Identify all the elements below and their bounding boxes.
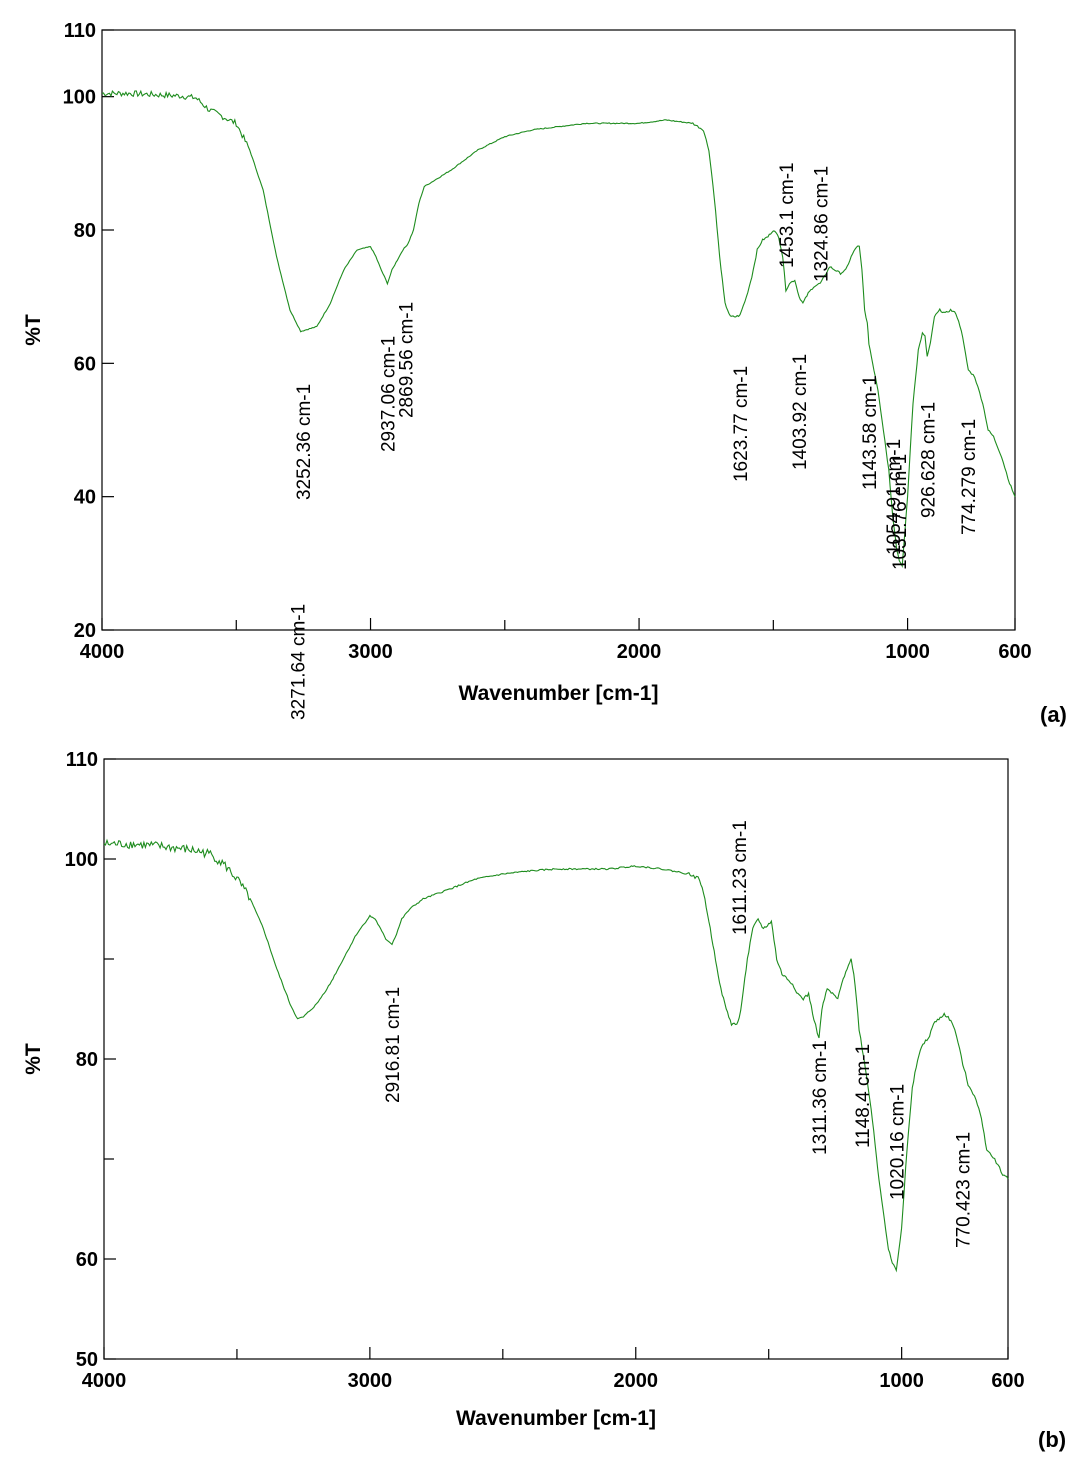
x-tick-label: 3000: [348, 1370, 393, 1392]
y-tick-label: 20: [74, 620, 96, 642]
y-tick-label: 40: [74, 487, 96, 509]
peak-label: 1020.16 cm-1: [887, 1084, 908, 1200]
peak-label: 3252.36 cm-1: [294, 384, 315, 500]
peak-label: 926.628 cm-1: [918, 402, 939, 518]
y-tick-label: 80: [74, 220, 96, 242]
x-tick-label: 600: [998, 641, 1031, 663]
panel-b: 4000 3000 2000 1000 600 50 60 80 100 110 Wavenumbe…: [22, 604, 1066, 1452]
peak-label: 2869.56 cm-1: [397, 302, 418, 418]
peak-label: 770.423 cm-1: [954, 1132, 975, 1248]
peak-label: 774.279 cm-1: [959, 419, 980, 535]
x-tick-label: 2000: [614, 1370, 659, 1392]
x-tick-label: 1000: [879, 1370, 924, 1392]
peak-label: 1031.76 cm-1: [890, 454, 911, 570]
x-tick-label: 2000: [617, 641, 662, 663]
y-tick-label: 50: [76, 1349, 98, 1371]
y-tick-label: 110: [66, 749, 98, 771]
x-tick-label: 600: [991, 1370, 1024, 1392]
y-tick-label: 110: [64, 20, 96, 42]
peak-label: 3271.64 cm-1: [289, 604, 310, 720]
peak-label: 1143.58 cm-1: [860, 375, 881, 490]
spectrum-line: [101, 89, 1016, 568]
peak-label: 1148.4 cm-1: [853, 1044, 874, 1148]
y-tick-label: 100: [63, 87, 96, 109]
peak-label: 1453.1 cm-1: [777, 162, 798, 268]
spectrum-line: [103, 838, 1009, 1273]
peak-label: 1623.77 cm-1: [731, 366, 752, 482]
x-tick-label: 4000: [82, 1370, 127, 1392]
x-axis-label: Wavenumber [cm-1]: [459, 682, 659, 705]
peak-label: 1311.36 cm-1: [810, 1040, 831, 1155]
y-tick-label: 100: [65, 849, 98, 871]
y-tick-label: 60: [76, 1249, 98, 1271]
x-tick-label: 3000: [348, 641, 393, 663]
panel-label: (a): [1040, 702, 1067, 727]
peak-label: 1054.91 cm-1: [884, 439, 905, 555]
x-axis-label: Wavenumber [cm-1]: [456, 1407, 656, 1430]
peak-label: 2916.81 cm-1: [383, 987, 404, 1103]
y-axis-label: %T: [22, 1043, 45, 1075]
plot-frame: [101, 29, 1016, 631]
panel-label: (b): [1038, 1427, 1066, 1452]
panel-a: 4000 3000 2000 1000 600 20 40 60 80 100 110 Wavenum…: [22, 20, 1067, 727]
y-tick-label: 80: [76, 1049, 98, 1071]
peak-label: 1403.92 cm-1: [790, 354, 811, 470]
x-tick-label: 4000: [80, 641, 125, 663]
y-tick-label: 60: [74, 353, 96, 375]
peak-label: 1611.23 cm-1: [730, 820, 751, 935]
y-axis-label: %T: [22, 314, 45, 346]
x-tick-label: 1000: [885, 641, 930, 663]
peak-label: 2937.06 cm-1: [378, 336, 399, 452]
peak-label: 1324.86 cm-1: [811, 166, 832, 282]
